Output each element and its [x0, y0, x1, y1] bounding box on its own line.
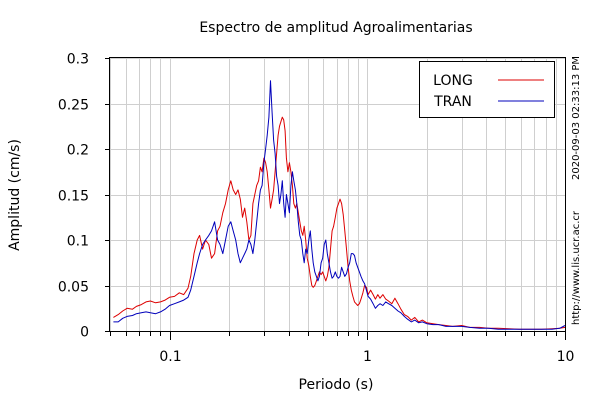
- x-tick-label: 1: [363, 349, 372, 365]
- y-tick-label: 0.1: [67, 234, 89, 250]
- legend-label-tran: TRAN: [433, 94, 472, 110]
- legend-label-long: LONG: [433, 73, 473, 89]
- y-axis-label: Amplitud (cm/s): [7, 139, 23, 251]
- axis-ticks: 0 0.05 0.1 0.15 0.2 0.25 0.3 0.1 1 10: [58, 52, 575, 366]
- y-tick-label: 0.2: [67, 143, 89, 159]
- y-tick-label: 0.05: [58, 280, 89, 296]
- series-line-tran: [113, 80, 566, 330]
- series-line-long: [113, 116, 566, 330]
- y-tick-label: 0.25: [58, 98, 89, 114]
- x-tick-label: 0.1: [159, 349, 181, 365]
- y-tick-label: 0.15: [58, 189, 89, 205]
- timestamp-text: 2020-09-03 02:33:13 PM: [571, 56, 582, 180]
- legend: LONG TRAN: [419, 61, 555, 118]
- x-tick-label: 10: [557, 349, 575, 365]
- series-lines: [113, 80, 566, 330]
- x-axis-label: Periodo (s): [299, 377, 374, 393]
- source-url-text: http://www.lis.ucr.ac.cr: [571, 210, 582, 325]
- legend-box: [419, 61, 555, 118]
- y-tick-label: 0: [80, 325, 89, 341]
- y-tick-label: 0.3: [67, 52, 89, 68]
- chart-title: Espectro de amplitud Agroalimentarias: [199, 20, 472, 36]
